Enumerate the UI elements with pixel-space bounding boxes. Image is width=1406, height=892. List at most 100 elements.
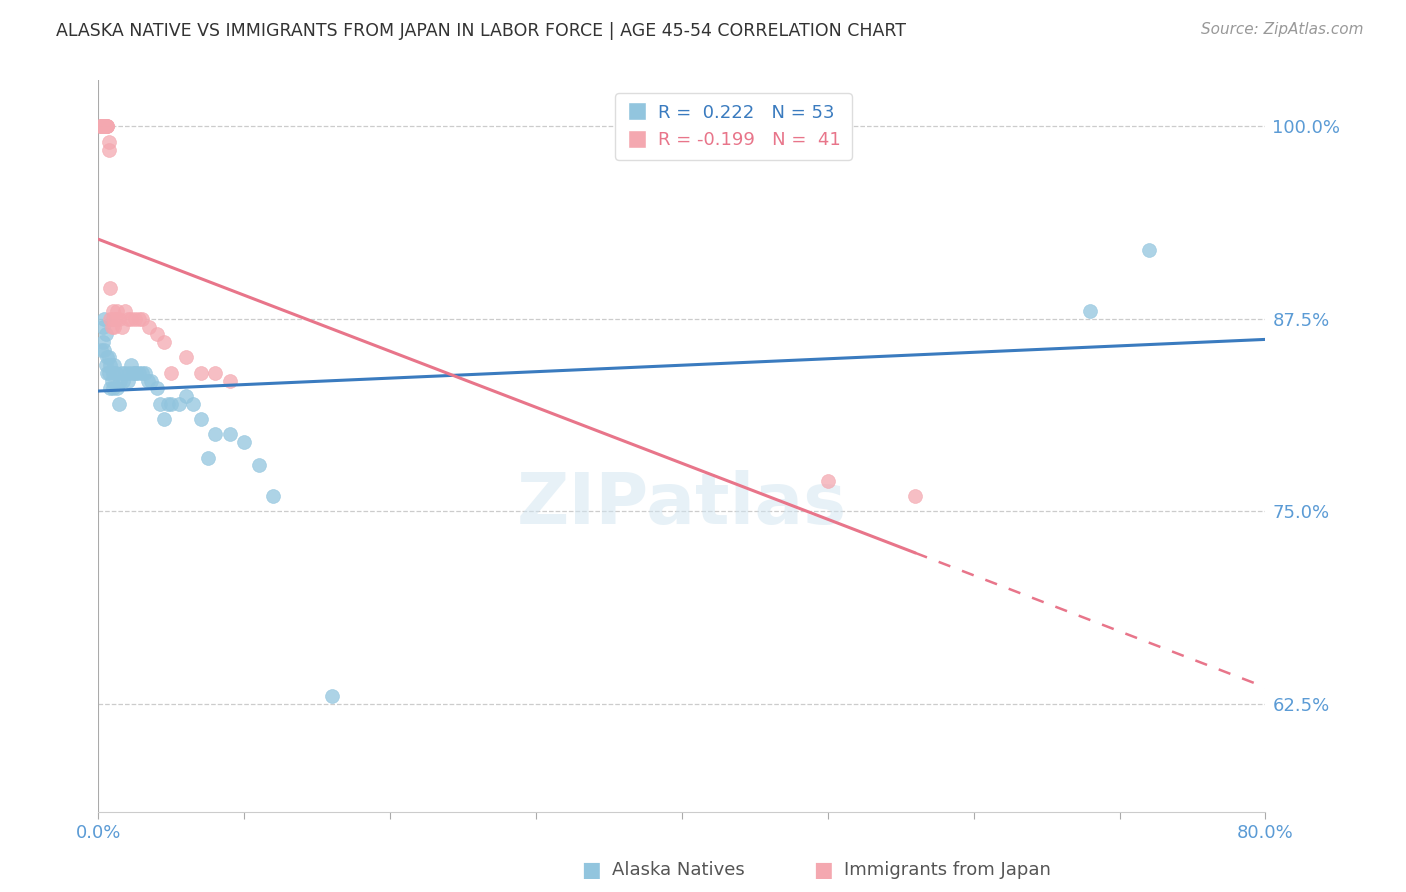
Text: ZIPatlas: ZIPatlas <box>517 470 846 539</box>
Point <box>90 120 112 134</box>
Point <box>91 319 114 334</box>
Point <box>111 366 134 380</box>
Point <box>124 312 146 326</box>
Point <box>149 397 172 411</box>
Point <box>105 304 128 318</box>
Text: Alaska Natives: Alaska Natives <box>612 861 744 879</box>
Point <box>167 397 190 411</box>
Point <box>103 358 125 372</box>
Point <box>118 366 141 380</box>
Point <box>128 312 150 326</box>
Point <box>96 120 118 134</box>
Point <box>904 489 927 503</box>
Point <box>1080 304 1102 318</box>
Point <box>98 358 121 372</box>
Point <box>247 458 270 473</box>
Point <box>94 120 117 134</box>
Point <box>93 312 115 326</box>
Point <box>91 334 114 349</box>
Point <box>104 366 127 380</box>
Point <box>218 427 240 442</box>
Point <box>174 389 197 403</box>
Point <box>90 343 112 357</box>
Point <box>117 312 139 326</box>
Point <box>114 366 136 380</box>
Point <box>98 381 121 395</box>
Text: ■: ■ <box>581 860 600 880</box>
Point <box>181 397 204 411</box>
Point <box>174 351 197 365</box>
Point <box>91 120 114 134</box>
Text: ALASKA NATIVE VS IMMIGRANTS FROM JAPAN IN LABOR FORCE | AGE 45-54 CORRELATION CH: ALASKA NATIVE VS IMMIGRANTS FROM JAPAN I… <box>56 22 907 40</box>
Point <box>89 120 111 134</box>
Point <box>97 143 120 157</box>
Point <box>97 135 120 149</box>
Point <box>233 435 256 450</box>
Point <box>125 366 148 380</box>
Point <box>262 489 284 503</box>
Point <box>93 120 115 134</box>
Point <box>96 366 118 380</box>
Point <box>93 343 115 357</box>
Text: Immigrants from Japan: Immigrants from Japan <box>844 861 1050 879</box>
Point <box>108 312 131 326</box>
Point <box>91 120 114 134</box>
Point <box>134 366 156 380</box>
Point <box>128 366 150 380</box>
Point <box>114 304 136 318</box>
Point <box>131 312 153 326</box>
Point <box>146 381 169 395</box>
Point <box>111 319 134 334</box>
Point <box>90 120 112 134</box>
Point <box>97 351 120 365</box>
Point <box>108 397 131 411</box>
Point <box>160 397 183 411</box>
Point <box>105 381 128 395</box>
Point <box>157 397 180 411</box>
Point <box>104 312 127 326</box>
Point <box>120 312 142 326</box>
Point <box>100 319 122 334</box>
Point <box>1137 243 1160 257</box>
Point <box>97 366 120 380</box>
Point <box>103 319 125 334</box>
Point <box>96 120 118 134</box>
Point <box>139 374 162 388</box>
Point <box>112 374 135 388</box>
Point <box>94 358 117 372</box>
Point <box>204 366 226 380</box>
Point <box>190 366 212 380</box>
Point <box>131 366 153 380</box>
Point <box>100 374 122 388</box>
Point <box>218 374 240 388</box>
Point <box>197 450 219 465</box>
Point <box>204 427 226 442</box>
Point <box>117 374 139 388</box>
Point <box>120 358 142 372</box>
Point <box>94 120 117 134</box>
Point <box>93 120 115 134</box>
Point <box>124 366 146 380</box>
Point <box>321 690 343 704</box>
Point <box>94 327 117 342</box>
Point <box>122 366 145 380</box>
Point <box>153 412 176 426</box>
Point <box>146 327 169 342</box>
Point <box>101 304 124 318</box>
Point <box>110 374 132 388</box>
Text: ■: ■ <box>813 860 832 880</box>
Point <box>190 412 212 426</box>
Point <box>101 312 124 326</box>
Point <box>96 120 118 134</box>
Point <box>160 366 183 380</box>
Point <box>91 120 114 134</box>
Text: Source: ZipAtlas.com: Source: ZipAtlas.com <box>1201 22 1364 37</box>
Legend: R =  0.222   N = 53, R = -0.199   N =  41: R = 0.222 N = 53, R = -0.199 N = 41 <box>614 93 852 160</box>
Point <box>153 334 176 349</box>
Point <box>101 366 124 380</box>
Point <box>138 319 160 334</box>
Point <box>817 474 839 488</box>
Point <box>98 312 121 326</box>
Point <box>96 351 118 365</box>
Point <box>98 281 121 295</box>
